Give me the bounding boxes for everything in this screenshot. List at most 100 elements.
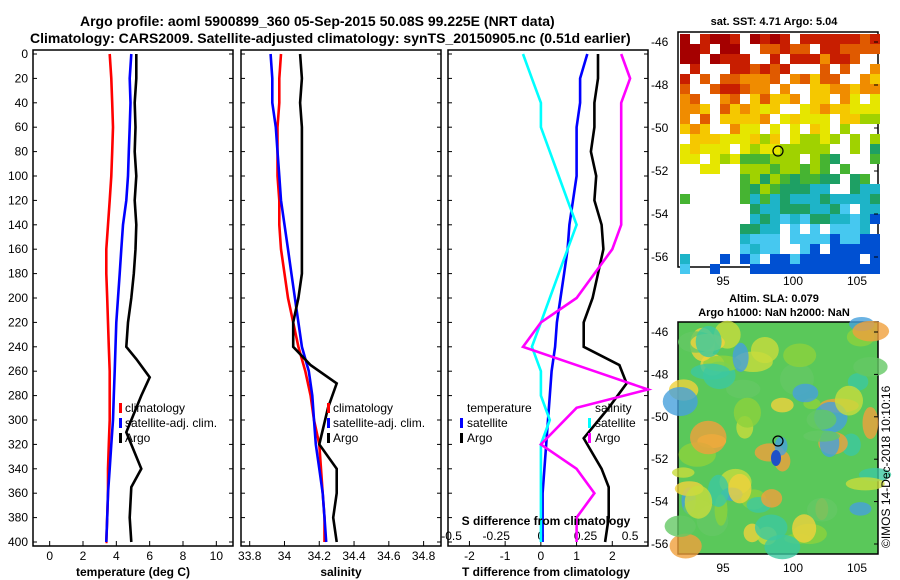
sst-cell (710, 264, 720, 274)
depth-tick-label: 180 (8, 267, 28, 281)
sst-cell (780, 34, 790, 44)
sst-cell (800, 254, 810, 264)
sst-cell (810, 254, 820, 264)
sla-blob (845, 477, 885, 491)
sst-cell (860, 234, 870, 244)
map-y-tick-label: -52 (651, 452, 669, 466)
sst-cell (690, 154, 700, 164)
sst-cell (850, 244, 860, 254)
x-tick-label: 33.8 (238, 549, 262, 563)
sst-cell (830, 254, 840, 264)
map-x-tick-label: 105 (847, 274, 867, 288)
sst-cell (780, 214, 790, 224)
legend-swatch-s-argo (588, 433, 591, 443)
sst-cell (740, 194, 750, 204)
sst-cell (780, 44, 790, 54)
sst-cell (820, 124, 830, 134)
series-line-satellite-adj-clim- (105, 53, 133, 543)
sst-cell (790, 54, 800, 64)
x-tick-label: 4 (113, 549, 120, 563)
sst-cell (850, 214, 860, 224)
sst-cell (720, 54, 730, 64)
sst-cell (840, 114, 850, 124)
sst-cell (760, 164, 770, 174)
sst-cell (760, 104, 770, 114)
legend-swatch-t-satellite (460, 418, 463, 428)
sst-cell (800, 194, 810, 204)
sst-cell (820, 134, 830, 144)
sst-cell (860, 204, 870, 214)
sst-map (677, 31, 880, 274)
sst-cell (840, 214, 850, 224)
x2-tick-label: 0.25 (574, 529, 598, 543)
sst-cell (800, 184, 810, 194)
sst-cell (870, 194, 880, 204)
sst-cell (770, 214, 780, 224)
sst-cell (870, 84, 880, 94)
sst-cell (770, 54, 780, 64)
series-line-argo (124, 54, 152, 543)
legend-swatch-satellite (327, 418, 330, 428)
sst-cell (870, 204, 880, 214)
sst-cell (720, 34, 730, 44)
sst-cell (850, 224, 860, 234)
sst-cell (790, 194, 800, 204)
sst-cell (720, 104, 730, 114)
depth-tick-label: 120 (8, 193, 28, 207)
map-y-tick-label: -46 (651, 325, 669, 339)
sst-cell (680, 74, 690, 84)
sst-cell (820, 74, 830, 84)
sla-blob (803, 430, 841, 442)
sst-cell (800, 164, 810, 174)
sst-cell (770, 134, 780, 144)
sst-cell (850, 174, 860, 184)
sst-cell (820, 264, 830, 274)
sst-cell (840, 264, 850, 274)
map-y-tick-label: -48 (651, 78, 669, 92)
sst-cell (820, 204, 830, 214)
sla-blob (728, 473, 752, 504)
sst-cell (690, 44, 700, 54)
sst-cell (790, 264, 800, 274)
legend-climatology: climatology (333, 401, 393, 415)
sst-cell (750, 164, 760, 174)
sst-cell (750, 184, 760, 194)
legend-swatch-argo (327, 433, 330, 443)
sst-cell (800, 174, 810, 184)
sst-cell (720, 154, 730, 164)
salinity-panel: 33.8 34 34.2 34.4 34.6 34.8 (238, 49, 442, 563)
series-line-argo (291, 53, 339, 543)
legend-swatch-climatology (327, 403, 330, 413)
sla-blob (853, 356, 888, 377)
sst-cell (860, 244, 870, 254)
sst-cell (750, 64, 760, 74)
sst-cell (830, 224, 840, 234)
sla-blob (806, 409, 837, 430)
sst-cell (760, 244, 770, 254)
sst-cell (740, 234, 750, 244)
sst-cell (710, 164, 720, 174)
depth-tick-label: 280 (8, 389, 28, 403)
map-y-tick-label: -50 (651, 121, 669, 135)
sst-cell (870, 64, 880, 74)
map-y-tick-label: -48 (651, 367, 669, 381)
sst-cell (790, 44, 800, 54)
sst-cell (800, 234, 810, 244)
sst-cell (750, 214, 760, 224)
sst-cell (820, 164, 830, 174)
sst-cell (730, 54, 740, 64)
legend-swatch-argo (119, 433, 122, 443)
sst-cell (850, 234, 860, 244)
sst-cell (810, 244, 820, 254)
sst-cell (830, 234, 840, 244)
sst-cell (760, 114, 770, 124)
sst-cell (680, 154, 690, 164)
sst-cell (810, 214, 820, 224)
sst-cell (760, 144, 770, 154)
sst-cell (680, 34, 690, 44)
sst-cell (710, 134, 720, 144)
sst-cell (830, 154, 840, 164)
sst-map-title: sat. SST: 4.71 Argo: 5.04 (711, 16, 839, 28)
sst-cell (760, 84, 770, 94)
